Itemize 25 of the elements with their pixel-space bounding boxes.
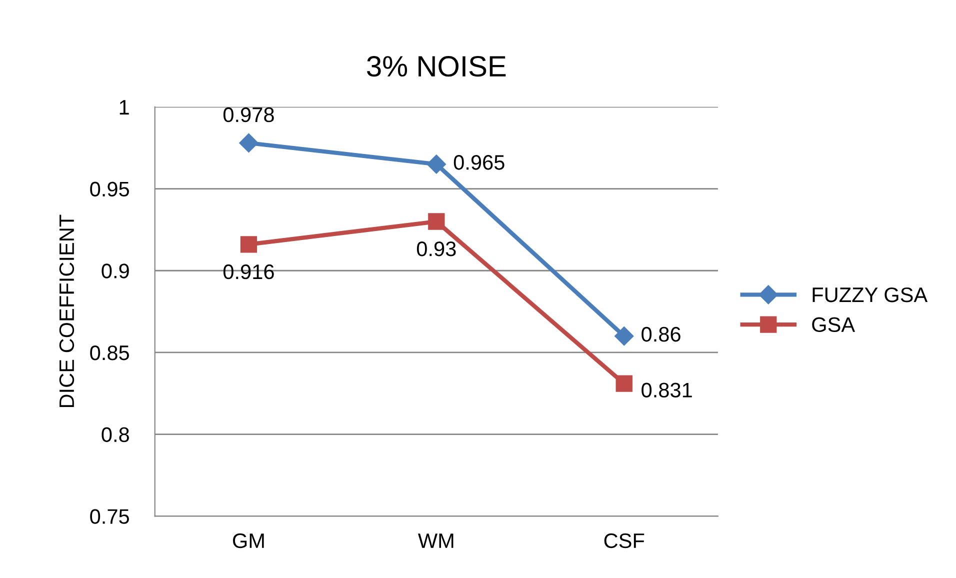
- point: [426, 154, 446, 174]
- legend-label: GSA: [812, 317, 856, 332]
- y-tick-label: 0.8: [102, 427, 129, 442]
- legend-label: FUZZY GSA: [812, 287, 928, 302]
- data-label: 0.831: [642, 382, 692, 398]
- x-tick-label: GM: [232, 533, 264, 548]
- y-tick-label: 1: [120, 100, 129, 114]
- point: [428, 213, 445, 230]
- point: [240, 236, 258, 253]
- data-label: 0.916: [223, 264, 274, 280]
- point: [614, 326, 634, 346]
- data-label: 0.978: [223, 107, 274, 122]
- point: [239, 133, 258, 152]
- y-axis-title: DICE COEFFICIENT: [59, 214, 74, 408]
- x-tick-label: WM: [418, 534, 454, 548]
- x-tick-label: CSF: [604, 533, 644, 548]
- y-tick-label: 0.95: [90, 182, 129, 197]
- chart-title: 3% NOISE: [367, 56, 506, 77]
- point: [616, 375, 632, 392]
- data-label: 0.965: [454, 155, 504, 170]
- y-tick-label: 0.75: [90, 509, 129, 524]
- data-label: 0.86: [642, 326, 680, 342]
- y-tick-label: 0.9: [102, 264, 129, 278]
- y-tick-label: 0.85: [90, 345, 129, 360]
- data-label: 0.93: [416, 242, 456, 256]
